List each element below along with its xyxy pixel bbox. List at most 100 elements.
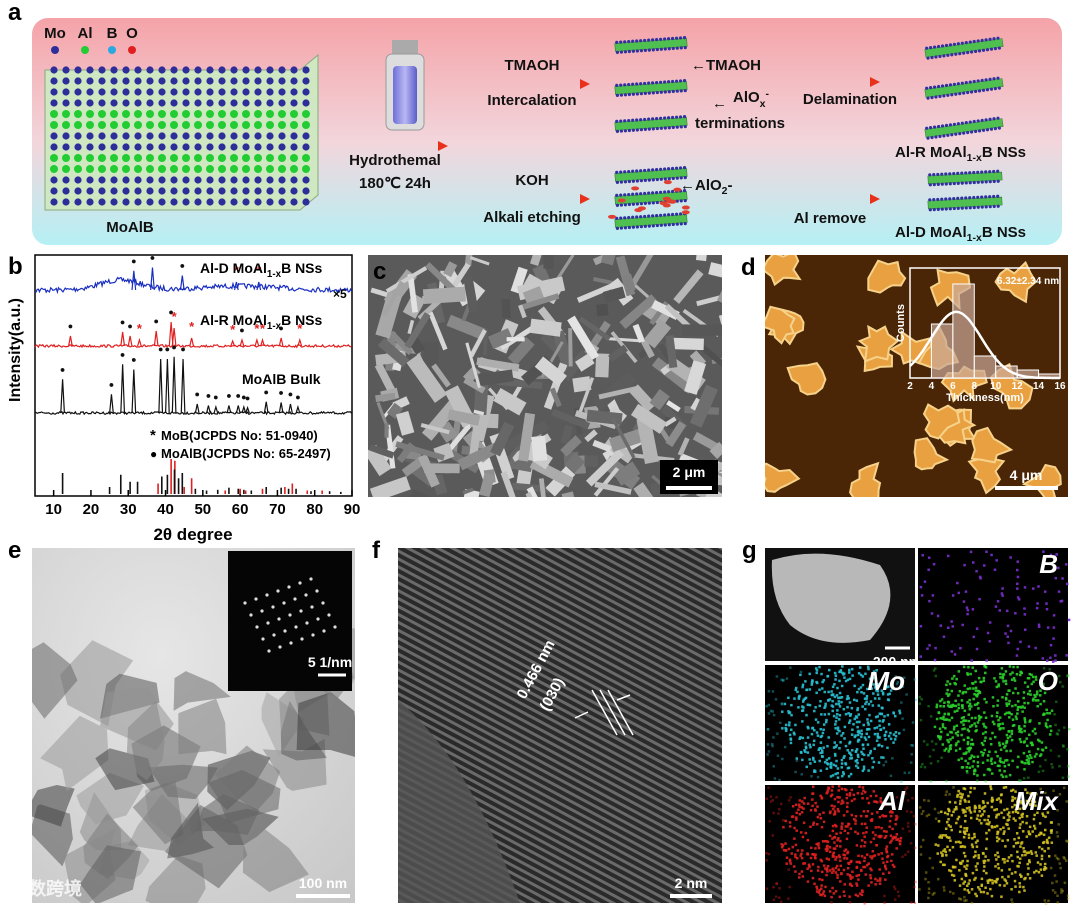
eds-signal [973,835,976,839]
eds-signal [869,840,873,844]
eds-signal [1039,799,1042,803]
phase-marker: * [260,321,266,336]
eds-signal [963,719,966,722]
eds-signal [831,867,834,871]
eds-signal [814,856,817,860]
eds-signal [878,719,881,723]
eds-signal [787,696,790,700]
eds-signal [872,855,875,858]
phase-marker: ● [127,321,132,331]
eds-signal [869,874,872,877]
atom [206,176,214,184]
diffraction-spot [260,609,264,613]
eds-signal [881,720,885,723]
flake [446,314,486,340]
eds-signal [985,659,988,662]
eds-signal [960,766,964,769]
eds-signal [998,759,1002,763]
eds-signal [856,753,860,757]
eds-signal [968,702,972,706]
eds-signal [1005,733,1009,737]
eds-signal [1014,715,1018,718]
eds-signal [771,710,774,713]
eds-signal [1021,815,1024,819]
eds-signal [860,758,864,761]
eds-signal [886,713,890,717]
atom [278,77,286,85]
atom [944,207,948,211]
eds-signal [1049,821,1053,824]
eds-signal [1030,852,1034,856]
flake [564,452,586,474]
eds-signal [1011,788,1015,792]
eds-signal [1056,894,1059,898]
eds-signal [986,754,990,757]
eds-signal [976,862,979,865]
xrd-peak [260,337,265,347]
eds-signal [922,809,925,813]
eds-signal [882,872,885,875]
eds-signal [969,811,973,814]
eds-signal [855,884,859,887]
flake [575,353,595,372]
eds-signal [971,666,974,669]
eds-signal [859,814,863,818]
eds-signal [999,672,1002,676]
eds-signal [923,765,927,769]
atom [930,135,934,140]
eds-signal [1016,841,1020,844]
legend-label: MoAlB(JCPDS No: 65-2497) [161,446,331,461]
eds-signal [898,842,902,846]
tem-flake [40,715,109,792]
eds-signal [941,853,944,856]
eds-signal [794,686,798,690]
eds-signal [802,807,805,810]
eds-signal [1005,775,1008,778]
atom [667,47,671,51]
eds-signal [1010,854,1013,857]
eds-signal [1025,821,1028,825]
eds-signal [809,825,812,829]
eds-signal [857,854,860,858]
eds-signal [847,823,851,826]
scale-label: 2 μm [673,464,706,480]
eds-signal [1026,701,1030,705]
flake [369,476,411,497]
eds-signal [990,879,994,882]
eds-signal [817,748,821,752]
eds-signal [875,726,879,729]
eds-signal [799,854,802,857]
eds-signal [844,744,848,748]
atom [973,129,978,134]
eds-signal [983,805,987,808]
eds-signal [905,810,909,813]
eds-signal [781,819,785,822]
flake [568,328,573,367]
eds-signal [1000,760,1003,764]
eds-signal [794,723,797,727]
eds-signal [890,859,893,863]
diffraction-spot [321,601,325,605]
eds-signal [842,853,845,857]
eds-signal [973,832,976,836]
eds-signal [877,853,880,856]
eds-signal [871,766,874,769]
eds-signal [1005,702,1008,705]
atom [74,154,82,162]
eds-signal [913,846,917,850]
eds-signal [851,876,854,879]
atom [678,36,683,40]
eds-signal [937,736,941,739]
eds-signal [842,814,846,817]
eds-signal [862,789,865,792]
atom [643,201,647,206]
eds-signal [833,813,836,816]
flake [708,262,722,278]
eds-signal [957,815,961,819]
x-tick-label: 70 [269,501,286,518]
eds-signal [861,796,864,800]
eds-signal [861,769,865,773]
eds-signal [798,803,801,807]
atom [992,117,996,121]
atom [206,132,214,140]
